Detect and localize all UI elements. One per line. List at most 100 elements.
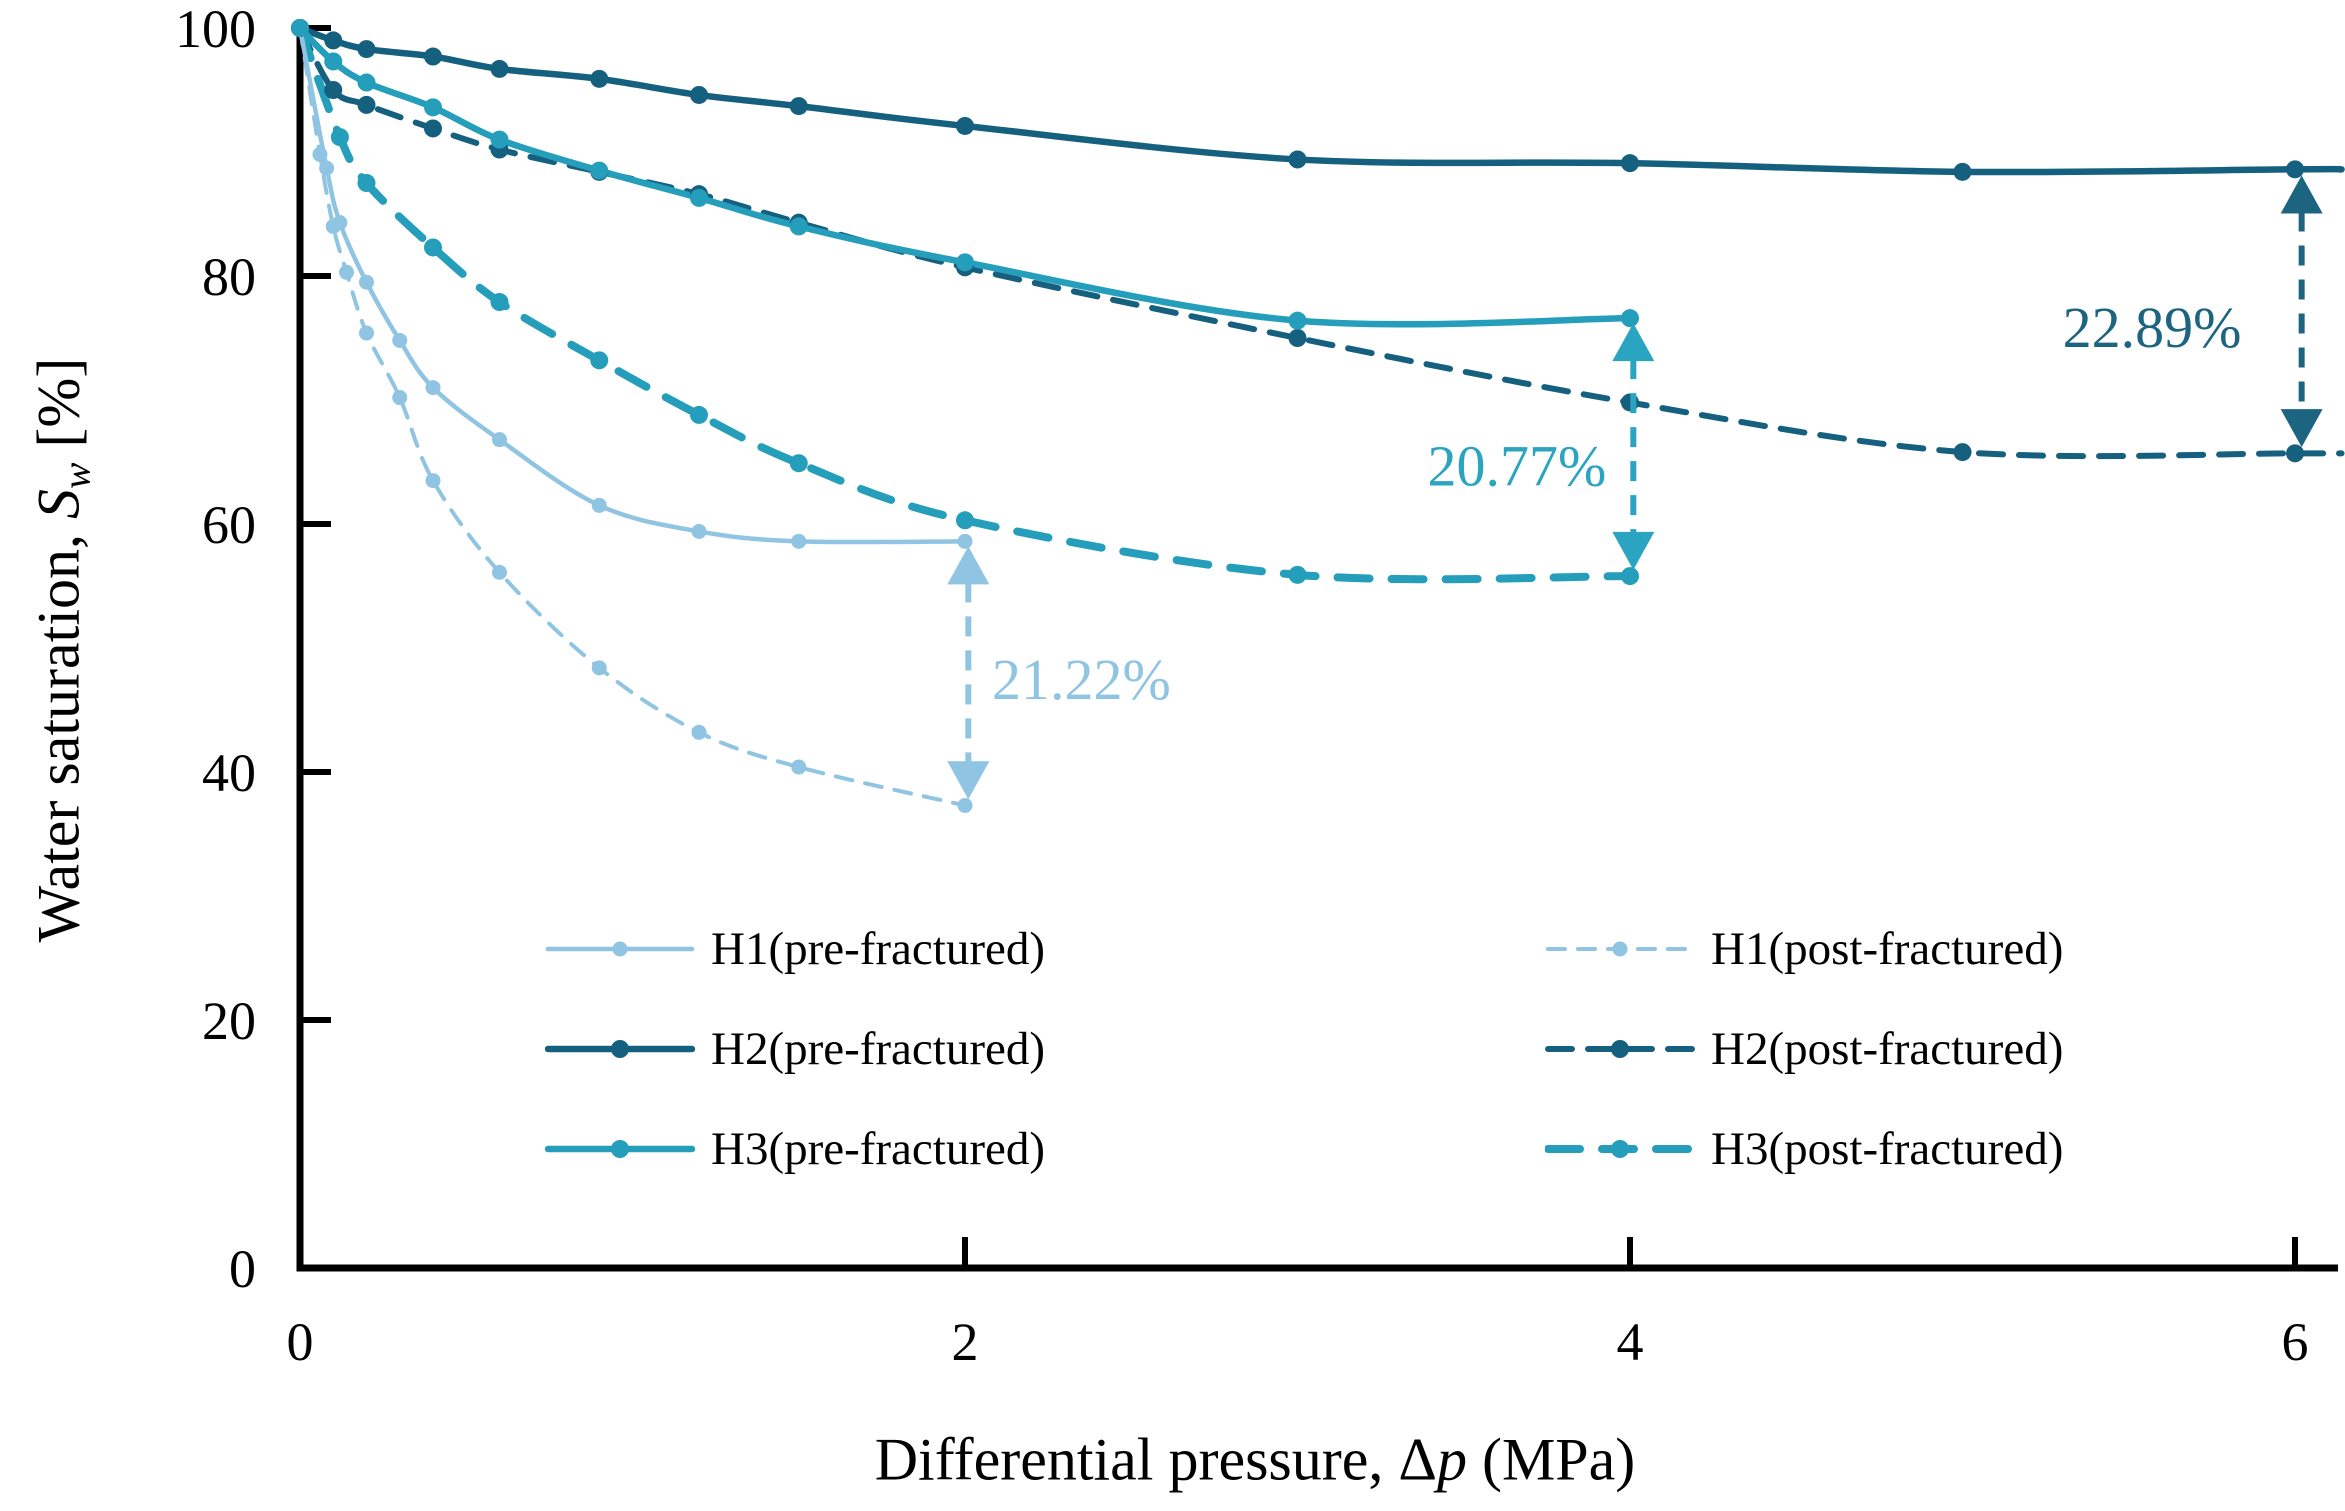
legend-swatch-h1-pre-icon [545, 941, 695, 957]
series-h1_pre-marker [319, 160, 335, 176]
series-h3_post-marker [490, 293, 509, 312]
series-h2_pre-marker [789, 97, 808, 116]
series-h3_pre-marker [291, 19, 309, 37]
series-h1_pre-marker [791, 533, 807, 549]
x-title-symbol: p [1436, 1426, 1467, 1493]
series-h1_pre-marker [492, 432, 507, 448]
legend-label-h3-post: H3(post-fractured) [1711, 1123, 2064, 1175]
legend-marker-h2_pre [611, 1040, 629, 1058]
series-h3_post-marker [690, 405, 708, 424]
legend-swatch-h2-pre-icon [545, 1040, 695, 1058]
series-h1_pre-marker [957, 533, 973, 549]
legend-marker-h1_post [1612, 941, 1628, 957]
series-h2_post-marker [324, 81, 343, 99]
series-h1_pre-marker [425, 380, 441, 396]
series-h2_pre-marker [2286, 160, 2304, 179]
series-h1_post-marker [691, 724, 707, 740]
series-h3_pre-marker [424, 98, 442, 117]
series-h3_pre-marker [789, 217, 808, 236]
legend-item-h3-post: H3(post-fractured) [1545, 1119, 2063, 1179]
series-h1_pre-marker [359, 274, 374, 290]
annotation-arrowhead-down-icon [947, 761, 990, 800]
series-h1_pre-line [297, 25, 968, 545]
y-tick-label: 60 [202, 495, 256, 555]
x-title-unit: (MPa) [1466, 1426, 1636, 1493]
series-h1_post-marker [312, 146, 328, 162]
legend-item-h1-post: H1(post-fractured) [1545, 919, 2063, 979]
series-h3_post-marker [789, 454, 808, 473]
legend-item-h1-pre: H1(pre-fractured) [545, 919, 1045, 979]
legend-label-h1-pre: H1(pre-fractured) [711, 923, 1046, 975]
annotation-label: 21.22% [992, 647, 1171, 712]
series-h1_pre-marker [332, 215, 348, 231]
series-h1_post-marker [957, 797, 973, 813]
annotation-label: 20.77% [1428, 434, 1607, 499]
legend-swatch-h3-pre-icon [545, 1140, 695, 1158]
legend-item-h2-post: H2(post-fractured) [1545, 1019, 2063, 1079]
x-title-text: Differential pressure, Δ [874, 1426, 1437, 1493]
legend-label-h2-post: H2(post-fractured) [1711, 1023, 2064, 1075]
series-h2_pre-marker [490, 59, 509, 78]
series-h2_pre-marker [357, 40, 376, 59]
x-tick-label: 4 [1617, 1312, 1644, 1372]
annotation-arrowhead-down-icon [1612, 531, 1655, 570]
series-h3_pre-marker [1288, 311, 1307, 330]
legend-label-h2-pre: H2(pre-fractured) [711, 1023, 1046, 1075]
series-h2_post-marker [1953, 443, 1972, 462]
series-h2_pre-marker [690, 85, 708, 104]
series-h3_pre-marker [590, 161, 609, 180]
series-h1_pre-marker [591, 497, 607, 513]
series-h3_post-marker [956, 511, 974, 530]
series-h3_pre-marker [1621, 309, 1639, 328]
series-h3_post-marker [330, 128, 349, 147]
legend-marker-h3_pre [611, 1140, 629, 1158]
series-h3_pre-marker [324, 52, 343, 71]
series-h2_post-marker [424, 119, 442, 138]
annotation-label: 22.89% [2063, 295, 2242, 360]
legend-marker-h2_post [1611, 1040, 1629, 1058]
series-h2_post-marker [1288, 329, 1307, 347]
y-tick-label: 40 [202, 743, 256, 803]
series-h3_post-marker [357, 174, 376, 192]
series-h3_post-marker [590, 351, 609, 370]
legend-marker-h3_post [1611, 1140, 1629, 1158]
annotation-arrowhead-down-icon [2280, 409, 2323, 448]
series-h1_post-marker [492, 564, 507, 580]
y-tick-label: 100 [175, 0, 256, 59]
legend-swatch-h3-post-icon [1545, 1140, 1695, 1158]
series-h3_pre-marker [956, 253, 974, 272]
series-h2_pre-marker [324, 31, 343, 50]
series-h1_post-marker [392, 390, 408, 406]
series-h2_pre-marker [424, 47, 442, 66]
legend-item-h3-pre: H3(pre-fractured) [545, 1119, 1045, 1179]
legend-label-h1-post: H1(post-fractured) [1711, 923, 2064, 975]
series-h1_post-marker [425, 473, 441, 489]
legend-swatch-h1-post-icon [1546, 941, 1694, 957]
y-tick-label: 20 [202, 991, 256, 1051]
annotation-arrowhead-up-icon [2280, 175, 2323, 214]
series-h1_post-marker [359, 325, 374, 341]
legend-marker-h1_pre [612, 941, 628, 957]
y-tick-label: 80 [202, 247, 256, 307]
series-h2_post-marker [357, 95, 376, 114]
series-h3_post-marker [1621, 567, 1639, 586]
annotation-arrowhead-up-icon [947, 546, 990, 585]
x-tick-label: 6 [2282, 1312, 2309, 1372]
series-h3_pre-marker [690, 188, 708, 207]
series-h2_pre-marker [1953, 162, 1972, 181]
series-h1_post-marker [791, 759, 807, 775]
y-tick-label: 0 [229, 1239, 256, 1299]
legend-item-h2-pre: H2(pre-fractured) [545, 1019, 1045, 1079]
legend-swatch-h2-post-icon [1545, 1040, 1695, 1058]
legend-label-h3-pre: H3(pre-fractured) [711, 1123, 1046, 1175]
x-tick-label: 0 [287, 1312, 314, 1372]
series-h3_pre-marker [490, 130, 509, 149]
series-h2_pre-marker [590, 69, 609, 88]
series-h1_pre-marker [691, 523, 707, 539]
series-h2_pre-marker [1621, 154, 1639, 173]
annotation-arrowhead-up-icon [1612, 323, 1655, 362]
x-axis-title: Differential pressure, Δp (MPa) [875, 1426, 1636, 1495]
series-h3_post-marker [424, 238, 442, 257]
